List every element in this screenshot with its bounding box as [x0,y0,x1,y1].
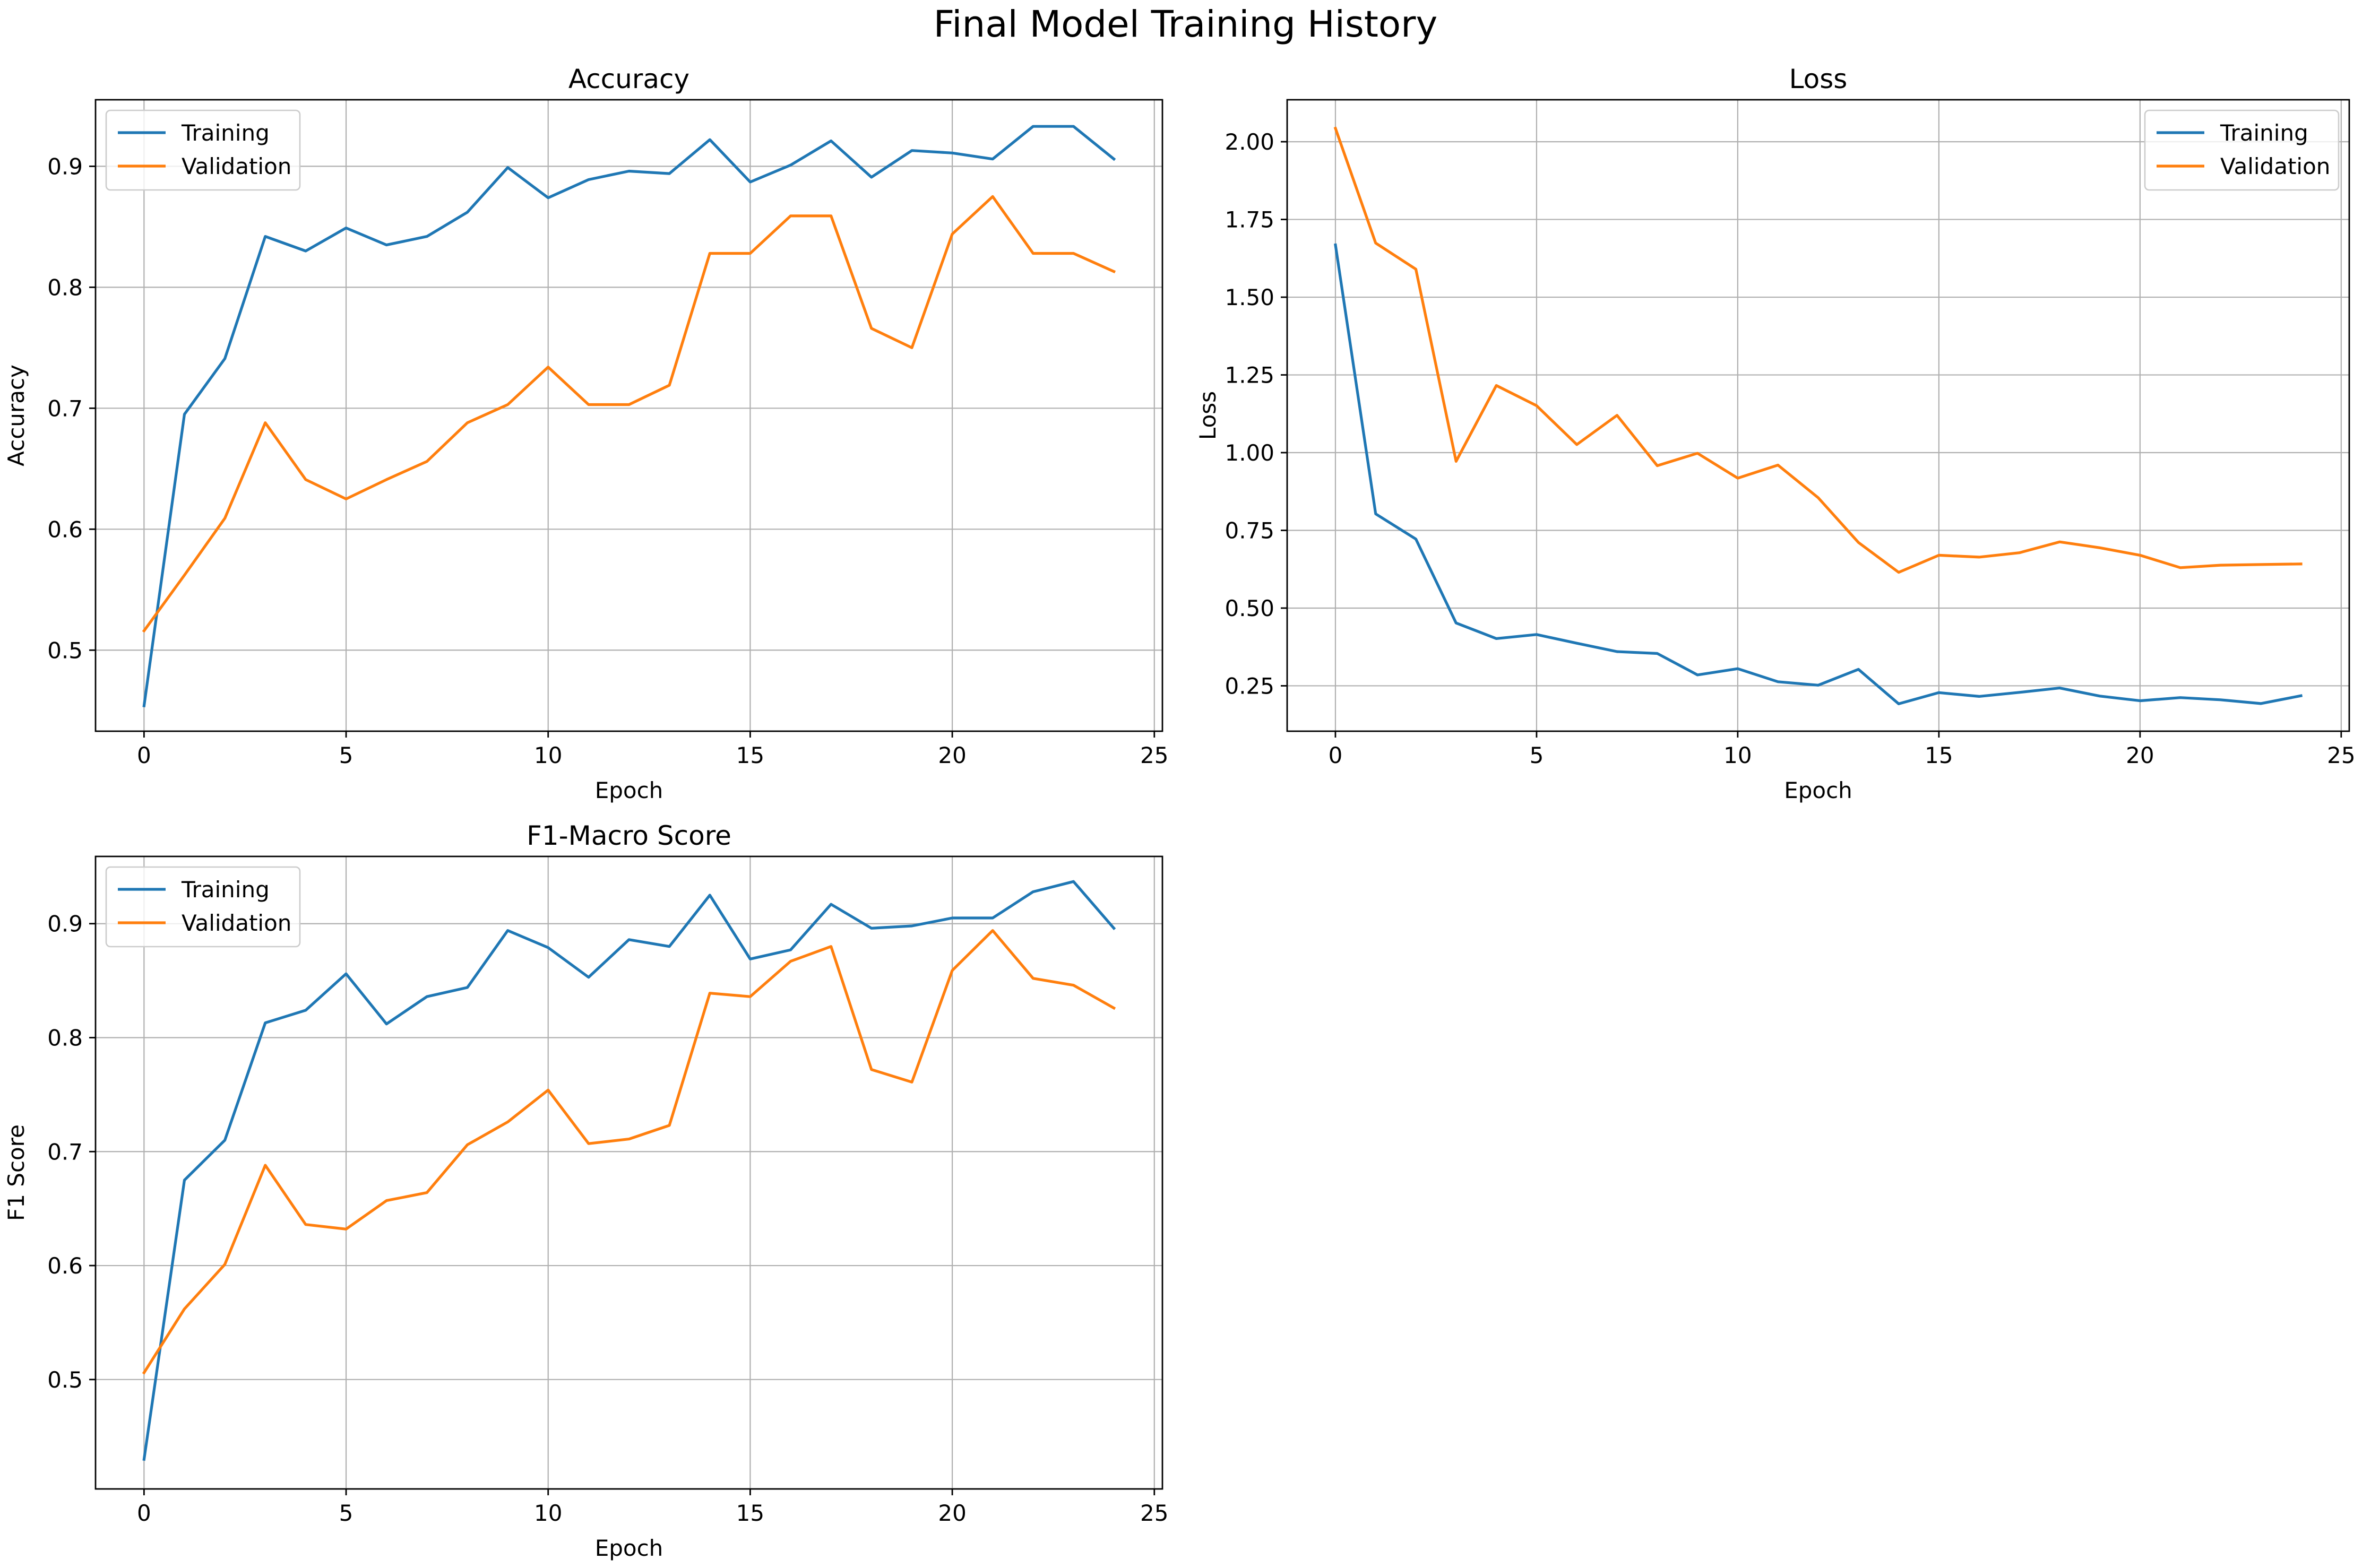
y-tick-label: 0.9 [47,153,83,179]
legend-box [105,109,301,191]
y-tick-label: 1.25 [1225,362,1274,388]
x-tick-label: 5 [339,742,354,768]
y-tick-label: 1.00 [1225,440,1274,466]
y-tick-label: 0.9 [47,911,83,937]
x-tick-label: 5 [339,1500,354,1526]
y-tick-label: 0.8 [47,274,83,300]
x-tick-label: 0 [137,1500,151,1526]
x-tick-label: 20 [938,742,966,768]
x-tick-label: 20 [2126,742,2154,768]
y-axis-label: Loss [1195,391,1221,440]
series-line-validation [1333,126,2303,574]
axes-frame [94,99,1163,732]
y-axis-label: Accuracy [3,365,29,466]
series-line-validation [142,195,1116,633]
x-tick-label: 15 [736,1500,764,1526]
x-axis-label: Epoch [595,1535,663,1561]
legend-box [2144,109,2340,191]
legend-label-validation: Validation [182,153,291,179]
legend-label-validation: Validation [182,910,291,936]
y-tick-label: 0.7 [47,1139,83,1165]
x-tick-label: 5 [1530,742,1544,768]
y-tick-label: 1.75 [1225,207,1274,233]
chart-loss: 0 5 10 15 20 25 0.25 0.50 0.75 1.00 1.25 1.50 1.75 2.… [1195,64,2356,803]
x-tick-label: 10 [534,1500,562,1526]
legend: Training Validation [105,109,301,191]
x-tick-label: 15 [736,742,764,768]
chart-title: Accuracy [568,64,689,94]
legend-label-training: Training [181,120,270,146]
x-tick-label: 25 [2327,742,2355,768]
legend-label-training: Training [2220,120,2308,146]
y-axis-label: F1 Score [3,1124,29,1221]
series-line-training [142,125,1116,708]
chart-title: Loss [1789,64,1848,94]
legend: Training Validation [2144,109,2340,191]
y-tick-label: 2.00 [1225,129,1274,155]
x-tick-label: 15 [1925,742,1953,768]
y-tick-label: 0.50 [1225,595,1274,621]
axes-frame [94,855,1163,1490]
y-tick-label: 0.5 [47,637,83,663]
series-line-training [142,880,1116,1461]
y-tick-label: 1.50 [1225,284,1274,310]
y-tick-label: 0.8 [47,1025,83,1051]
x-tick-label: 10 [1723,742,1752,768]
x-axis-label: Epoch [1784,777,1852,803]
x-tick-label: 0 [1329,742,1343,768]
series-line-validation [142,929,1116,1375]
x-axis-label: Epoch [595,777,663,803]
y-tick-label: 0.6 [47,516,83,542]
chart-accuracy: 0 5 10 15 20 25 0.5 0.6 0.7 0.8 0.9 Accuracy Epoch Ac… [3,64,1168,803]
legend-label-validation: Validation [2220,153,2330,179]
series-line-training [1334,243,2303,706]
y-tick-label: 0.75 [1225,517,1274,543]
y-tick-label: 0.5 [47,1367,83,1393]
legend-box [105,866,301,948]
figure-title: Final Model Training History [933,3,1438,46]
legend-label-training: Training [181,877,270,903]
x-tick-label: 25 [1140,1500,1168,1526]
y-tick-label: 0.6 [47,1253,83,1279]
y-tick-label: 0.7 [47,395,83,421]
x-tick-label: 25 [1140,742,1168,768]
axes-frame [1286,99,2350,732]
x-tick-label: 10 [534,742,562,768]
legend: Training Validation [105,866,301,948]
x-tick-label: 20 [938,1500,966,1526]
y-tick-label: 0.25 [1225,673,1274,699]
chart-f1-macro-score: 0 5 10 15 20 25 0.5 0.6 0.7 0.8 0.9 F1-Macro Score E… [3,820,1168,1561]
chart-title: F1-Macro Score [527,820,731,851]
x-tick-label: 0 [137,742,151,768]
